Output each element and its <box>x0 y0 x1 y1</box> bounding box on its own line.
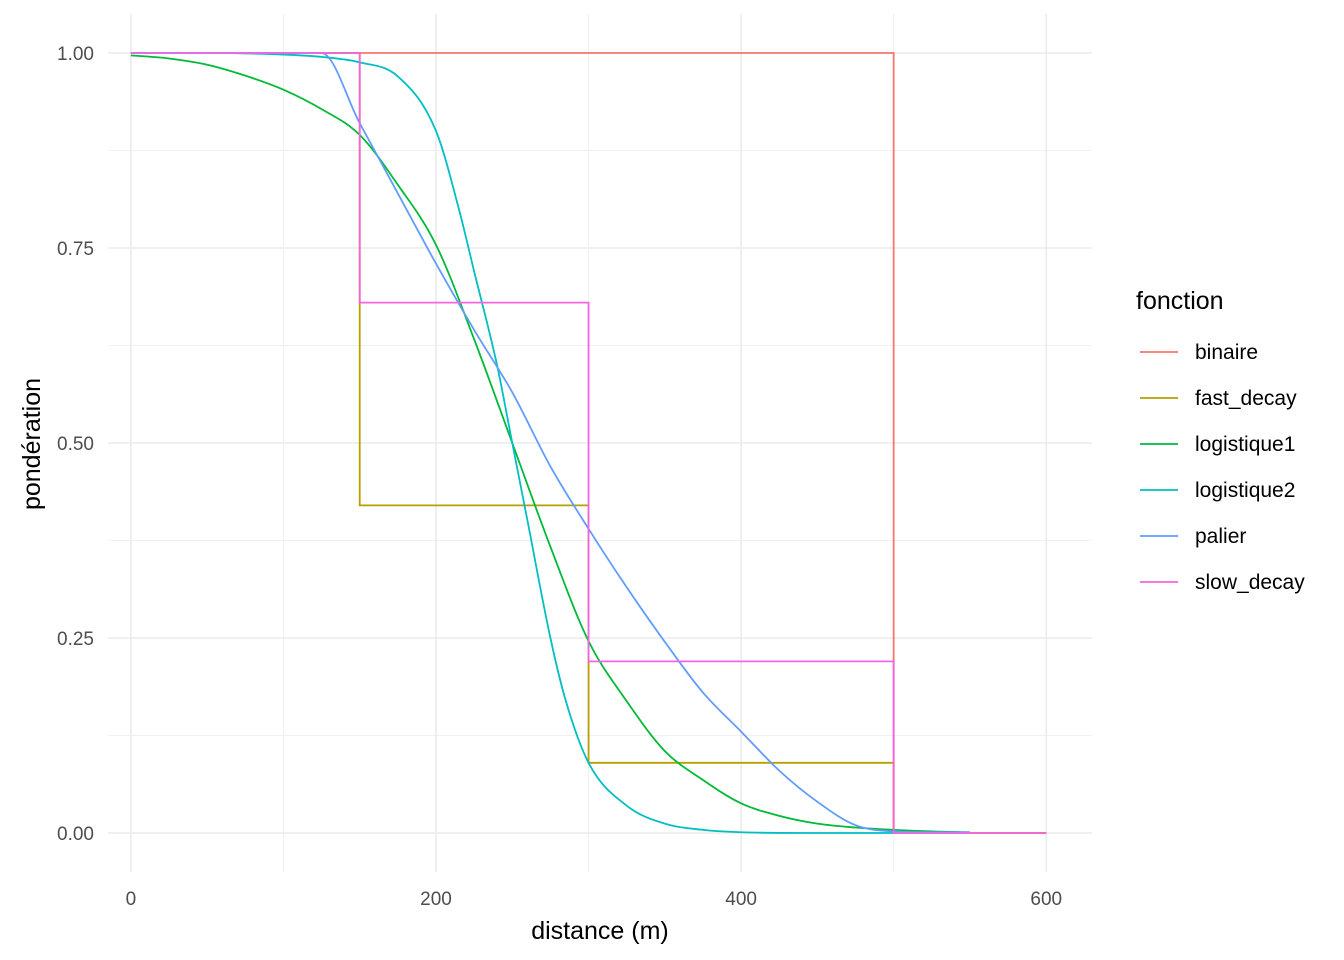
major-gridlines <box>108 14 1092 872</box>
y-tick-label: 0.50 <box>57 434 94 455</box>
series-line-logistique2 <box>130 52 970 834</box>
y-tick-label: 1.00 <box>57 44 94 65</box>
y-tick-label: 0.00 <box>57 824 94 845</box>
series-line-logistique1 <box>130 54 970 834</box>
y-axis-title: pondération <box>18 378 46 510</box>
x-tick-label: 600 <box>1030 889 1062 910</box>
legend-label-slow_decay: slow_decay <box>1195 571 1305 594</box>
legend-label-palier: palier <box>1195 525 1246 548</box>
series-line-palier <box>130 52 970 834</box>
legend-label-fast_decay: fast_decay <box>1195 387 1297 410</box>
x-tick-labels: 0 200 400 600 <box>126 889 1062 910</box>
legend-title: fonction <box>1136 287 1224 315</box>
y-tick-label: 0.75 <box>57 239 94 260</box>
x-tick-label: 200 <box>420 889 452 910</box>
legend-items: binaire fast_decay logistique1 logistique2 p… <box>1140 341 1305 594</box>
series-layer <box>130 52 1047 834</box>
legend-label-binaire: binaire <box>1195 341 1258 364</box>
y-tick-labels: 0.00 0.25 0.50 0.75 1.00 <box>57 44 94 845</box>
legend-label-logistique2: logistique2 <box>1195 479 1295 502</box>
legend: fonction binaire fast_decay logistique1 log… <box>1136 287 1305 594</box>
legend-label-logistique1: logistique1 <box>1195 433 1295 456</box>
y-tick-label: 0.25 <box>57 629 94 650</box>
x-tick-label: 0 <box>126 889 137 910</box>
x-axis-title: distance (m) <box>531 917 669 945</box>
x-tick-label: 400 <box>725 889 757 910</box>
series-line-slow_decay <box>130 52 1047 834</box>
